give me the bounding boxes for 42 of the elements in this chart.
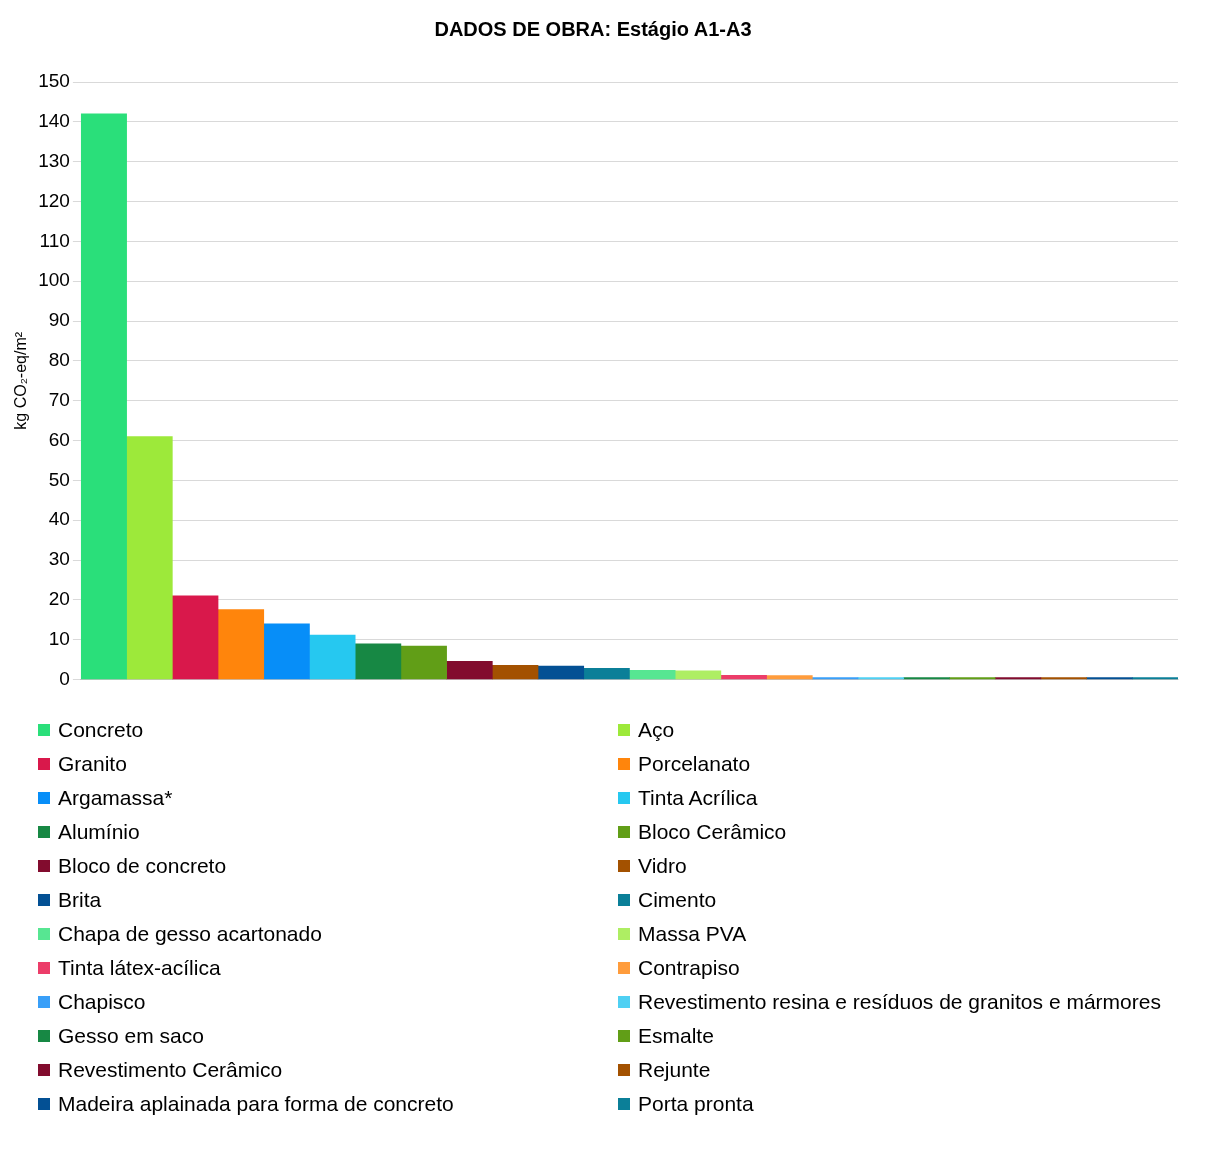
- y-tick-label: 70: [48, 388, 70, 410]
- legend-label: Granito: [58, 752, 127, 776]
- legend-label: Porcelanato: [638, 752, 751, 776]
- y-tick-label: 130: [38, 149, 70, 171]
- legend-label: Chapa de gesso acartonado: [58, 922, 322, 946]
- y-tick-label: 90: [48, 309, 70, 331]
- legend-label: Aço: [638, 718, 675, 742]
- y-tick-label: 140: [38, 110, 70, 132]
- y-tick-label: 20: [48, 588, 70, 610]
- y-tick-label: 50: [48, 468, 70, 490]
- y-tick-label: 150: [38, 70, 70, 92]
- legend-label: Tinta látex-acílica: [58, 956, 221, 980]
- legend-label: Chapisco: [58, 990, 146, 1014]
- legend-label: Bloco Cerâmico: [638, 820, 787, 844]
- chart-title: DADOS DE OBRA: Estágio A1-A3: [434, 17, 752, 40]
- legend-label: Revestimento resina e resíduos de granitos e mármores: [638, 990, 1161, 1014]
- y-tick-label: 10: [48, 627, 70, 649]
- y-axis-title: kg CO₂-eq/m²: [12, 331, 30, 430]
- y-tick-label: 30: [48, 548, 70, 570]
- legend-label: Madeira aplainada para forma de concreto: [58, 1092, 454, 1116]
- legend-label: Tinta Acrílica: [638, 786, 758, 810]
- legend-label: Contrapiso: [638, 956, 740, 980]
- legend-label: Esmalte: [638, 1024, 714, 1048]
- y-tick-label: 110: [39, 229, 70, 251]
- legend-label: Massa PVA: [638, 922, 747, 946]
- legend-label: Cimento: [638, 888, 717, 912]
- legend-label: Alumínio: [58, 820, 140, 844]
- y-tick-label: 120: [38, 189, 70, 211]
- legend-label: Revestimento Cerâmico: [58, 1058, 283, 1082]
- legend-label: Porta pronta: [638, 1092, 754, 1116]
- y-tick-label: 0: [59, 667, 70, 689]
- legend-label: Brita: [58, 888, 102, 912]
- y-tick-label: 40: [48, 508, 70, 530]
- legend-label: Vidro: [638, 854, 687, 878]
- legend-label: Rejunte: [638, 1058, 711, 1082]
- legend-label: Argamassa*: [58, 786, 173, 810]
- y-tick-label: 100: [38, 269, 70, 291]
- legend-label: Concreto: [58, 718, 144, 742]
- legend-label: Bloco de concreto: [58, 854, 227, 878]
- y-tick-label: 60: [48, 428, 70, 450]
- y-tick-label: 80: [48, 349, 70, 371]
- legend-label: Gesso em saco: [58, 1024, 204, 1048]
